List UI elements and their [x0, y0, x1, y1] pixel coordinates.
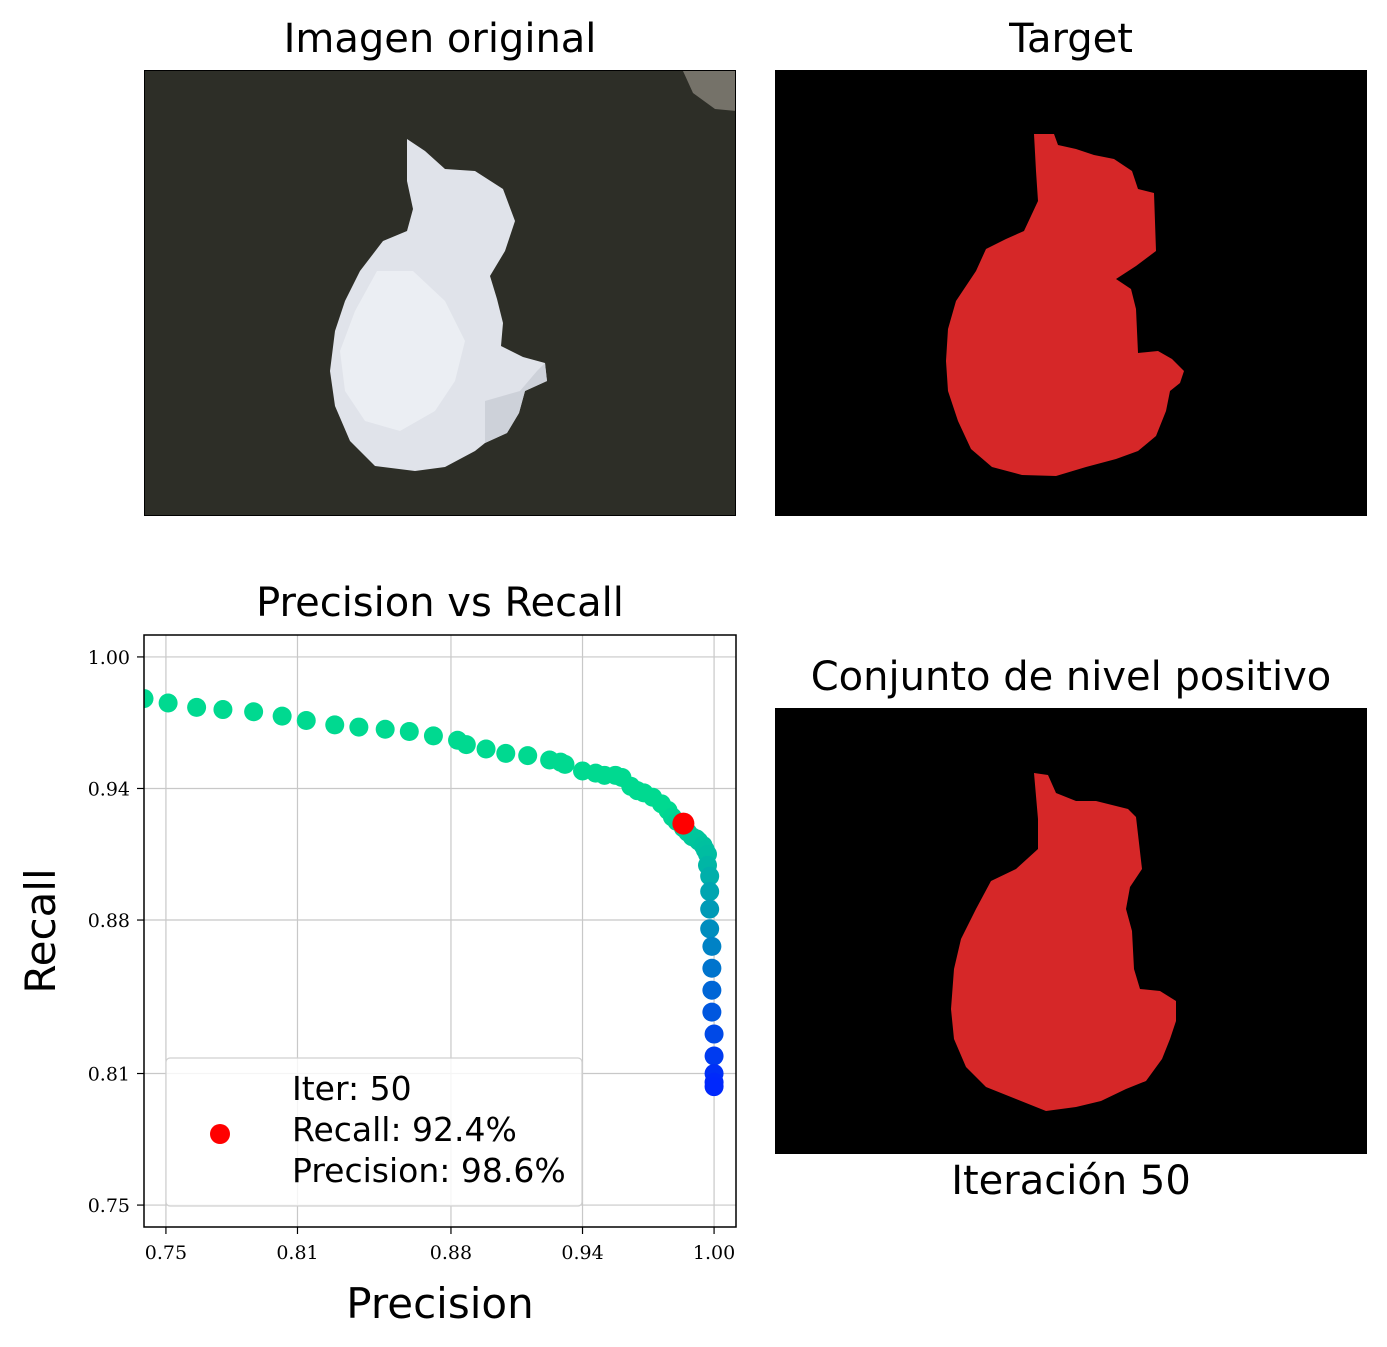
pr-point	[518, 746, 538, 766]
chart-title: Precision vs Recall	[256, 580, 624, 626]
pr-point	[702, 936, 722, 956]
level-set-mask-shape	[951, 773, 1176, 1111]
x-tick-label: 1.00	[693, 1242, 735, 1264]
pr-point	[702, 958, 722, 978]
pr-point	[704, 1046, 724, 1066]
legend-precision: Precision: 98.6%	[292, 1151, 566, 1190]
y-tick-label: 0.94	[88, 778, 130, 800]
pr-point	[158, 693, 178, 713]
goat-illustration	[145, 71, 735, 515]
pr-point	[496, 743, 516, 763]
pr-point	[272, 706, 292, 726]
x-tick-label: 0.88	[430, 1242, 472, 1264]
pr-point	[700, 919, 720, 939]
y-tick-label: 1.00	[88, 647, 130, 669]
current-iteration-point	[672, 812, 695, 835]
pr-point	[700, 899, 720, 919]
legend-recall: Recall: 92.4%	[292, 1110, 517, 1149]
pr-point	[325, 715, 345, 735]
plot-frame	[143, 634, 737, 1228]
x-tick-label: 0.94	[561, 1242, 603, 1264]
pr-point	[704, 1077, 724, 1097]
pr-point	[700, 882, 720, 902]
target-title: Target	[1009, 16, 1133, 62]
target-mask	[775, 70, 1367, 516]
pr-point	[423, 726, 443, 746]
y-tick-label: 0.88	[88, 910, 130, 932]
level-set-mask	[775, 708, 1367, 1154]
pr-point	[555, 754, 575, 774]
pr-point	[244, 702, 264, 722]
pr-point	[144, 689, 154, 709]
original-image-title: Imagen original	[283, 16, 597, 62]
pr-point	[399, 721, 419, 741]
pr-point	[704, 1024, 724, 1044]
legend-box	[165, 1057, 583, 1207]
x-tick-label: 0.81	[276, 1242, 318, 1264]
y-tick-label: 0.81	[88, 1064, 130, 1086]
legend: Iter: 50 Recall: 92.4% Precision: 98.6%	[165, 1057, 583, 1207]
original-image	[144, 70, 736, 516]
x-axis-label: Precision	[346, 1279, 533, 1328]
pr-point	[456, 735, 476, 755]
pr-point	[702, 1002, 722, 1022]
target-mask-shape	[946, 134, 1184, 476]
pr-point	[702, 980, 722, 1000]
pr-point	[296, 711, 316, 731]
pr-point	[700, 866, 720, 886]
pr-point	[349, 717, 369, 737]
pr-point	[375, 719, 395, 739]
pr-point	[187, 697, 207, 717]
y-tick-label: 0.75	[88, 1195, 130, 1217]
iteration-caption: Iteración 50	[951, 1158, 1191, 1204]
y-axis-label: Recall	[16, 868, 65, 993]
legend-iter: Iter: 50	[292, 1069, 412, 1108]
level-set-title: Conjunto de nivel positivo	[810, 654, 1332, 700]
legend-marker	[210, 1124, 230, 1144]
pr-point	[476, 739, 496, 759]
x-tick-label: 0.75	[145, 1242, 187, 1264]
pr-point	[213, 700, 233, 720]
